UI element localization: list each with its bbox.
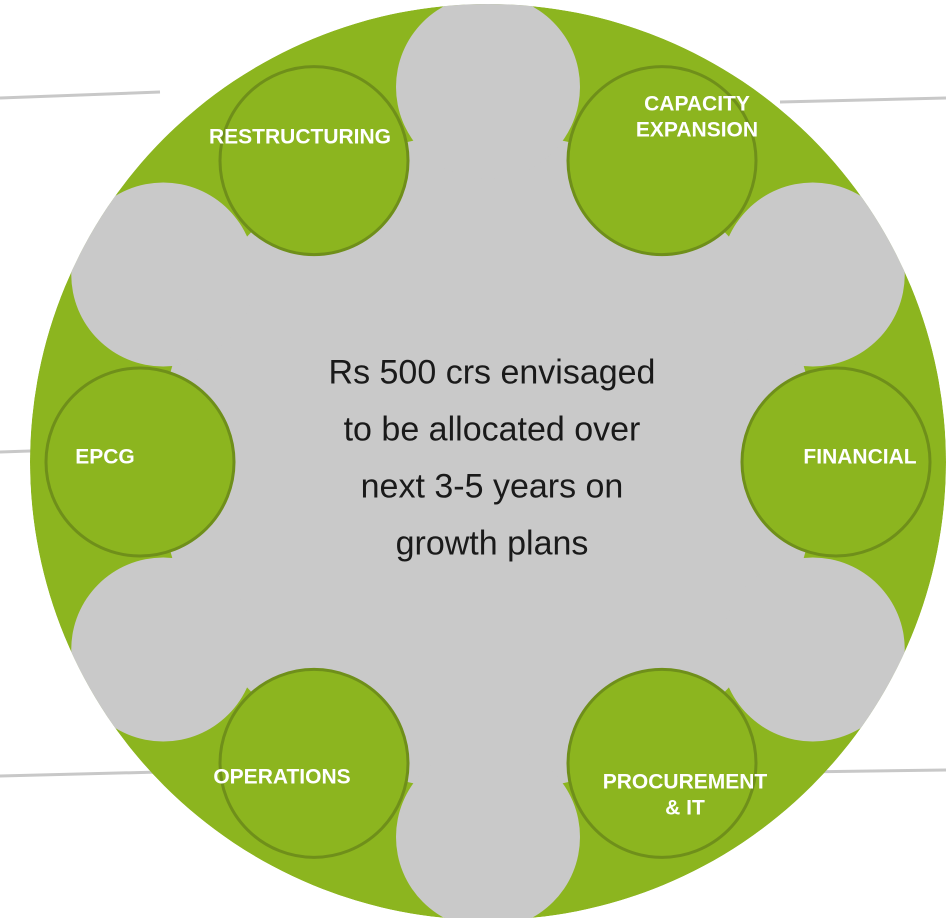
gray-tab <box>396 745 580 918</box>
segment-label: PROCUREMENT <box>603 771 768 794</box>
gray-tab <box>396 4 580 179</box>
puzzle <box>30 4 946 918</box>
gray-tab <box>71 182 256 367</box>
green-notch <box>566 667 758 859</box>
segment-label: EXPANSION <box>636 119 758 142</box>
segment-label: EPCG <box>75 446 135 469</box>
center-text: Rs 500 crs envisaged to be allocated over… <box>329 353 656 562</box>
center-line: Rs 500 crs envisaged <box>329 353 656 391</box>
segment-label: RESTRUCTURING <box>209 126 391 149</box>
gray-tab <box>720 182 905 367</box>
segment-label: & IT <box>665 797 705 820</box>
green-notch <box>740 366 932 558</box>
green-notch <box>566 65 758 257</box>
center-piece <box>158 132 818 792</box>
green-notch <box>218 667 410 859</box>
gray-tab <box>720 557 905 742</box>
center-line: growth plans <box>396 524 589 562</box>
segment-label: FINANCIAL <box>803 446 916 469</box>
green-notch <box>218 65 410 257</box>
segment-label: OPERATIONS <box>213 766 350 789</box>
green-notch <box>44 366 236 558</box>
center-line: next 3-5 years on <box>361 467 624 505</box>
segment-label: CAPACITY <box>644 93 750 116</box>
gray-tab <box>71 557 256 742</box>
center-line: to be allocated over <box>344 410 641 448</box>
